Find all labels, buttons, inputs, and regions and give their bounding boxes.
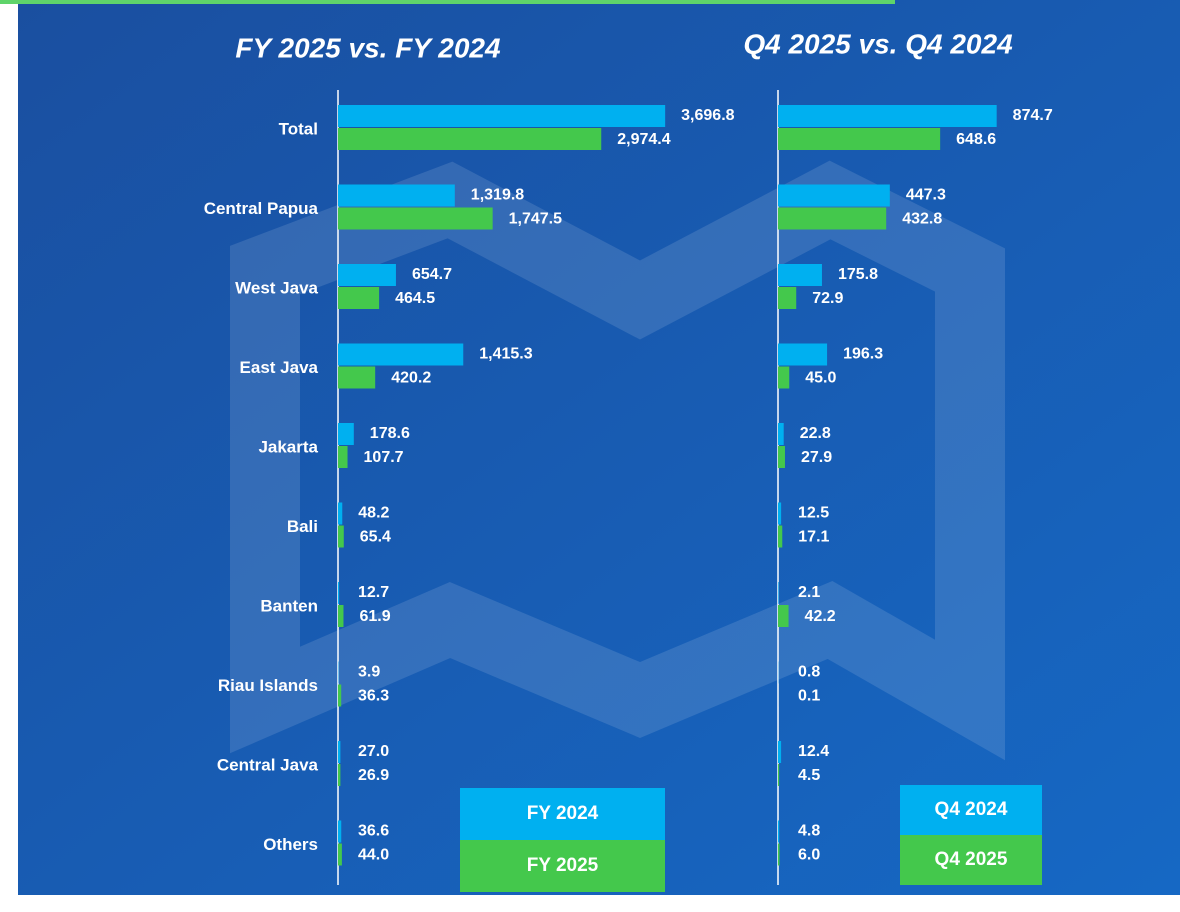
top-stripe: [0, 0, 895, 4]
value-label: 175.8: [838, 266, 878, 283]
value-label: 3,696.8: [681, 107, 734, 124]
chart-title: Q4 2025 vs. Q4 2024: [743, 28, 1013, 59]
bar: [778, 525, 783, 548]
value-label: 3.9: [358, 664, 380, 681]
value-label: 61.9: [359, 608, 390, 625]
bar: [338, 423, 354, 445]
value-label: 0.8: [798, 664, 820, 681]
bar: [338, 446, 348, 468]
bar: [778, 423, 784, 445]
bar: [778, 764, 780, 786]
value-label: 45.0: [805, 370, 836, 387]
chart-title: FY 2025 vs. FY 2024: [235, 32, 501, 63]
value-label: 0.1: [798, 688, 820, 705]
value-label: 17.1: [798, 529, 829, 546]
value-label: 420.2: [391, 370, 431, 387]
value-label: 36.3: [358, 688, 389, 705]
value-label: 432.8: [902, 211, 942, 228]
value-label: 1,415.3: [479, 346, 532, 363]
bar: [778, 843, 780, 866]
legend-swatch: [460, 840, 665, 892]
category-label: Jakarta: [258, 437, 318, 456]
value-label: 874.7: [1013, 107, 1053, 124]
value-label: 178.6: [370, 425, 410, 442]
bar: [778, 105, 997, 127]
legend-swatch: [460, 788, 665, 840]
bar: [338, 684, 342, 707]
bar: [778, 820, 780, 843]
value-label: 72.9: [812, 290, 843, 307]
value-label: 6.0: [798, 847, 820, 864]
bar: [778, 366, 790, 389]
bar: [778, 582, 779, 604]
bar: [778, 287, 797, 309]
legend-swatch: [900, 785, 1042, 835]
value-label: 12.7: [358, 584, 389, 601]
bar: [778, 264, 822, 286]
bar: [338, 128, 602, 150]
bar: [338, 343, 464, 366]
value-label: 464.5: [395, 290, 435, 307]
bar: [778, 128, 941, 150]
value-label: 1,747.5: [509, 211, 562, 228]
value-label: 4.8: [798, 823, 820, 840]
category-label: Riau Islands: [218, 676, 318, 695]
value-label: 4.5: [798, 767, 820, 784]
bar: [338, 525, 344, 548]
value-label: 22.8: [800, 425, 831, 442]
category-label: East Java: [240, 358, 319, 377]
bar: [338, 264, 396, 286]
value-label: 12.4: [798, 743, 829, 760]
value-label: 648.6: [956, 131, 996, 148]
category-label: Banten: [260, 596, 318, 615]
bar: [338, 366, 376, 389]
legend-label: Q4 2024: [935, 799, 1008, 820]
bar: [338, 207, 493, 230]
legend-label: Q4 2025: [935, 849, 1008, 870]
bar: [338, 605, 344, 627]
bar: [338, 843, 342, 866]
value-label: 447.3: [906, 187, 946, 204]
bar: [778, 343, 828, 366]
legend-label: FY 2024: [527, 803, 599, 824]
category-label: Total: [279, 119, 318, 138]
value-label: 65.4: [360, 529, 391, 546]
bar: [338, 105, 666, 127]
category-label: Central Papua: [204, 199, 319, 218]
bar: [338, 582, 340, 604]
category-label: Bali: [287, 517, 318, 536]
bar: [338, 287, 380, 309]
bar: [778, 446, 785, 468]
category-label: West Java: [235, 278, 318, 297]
value-label: 36.6: [358, 823, 389, 840]
legend-label: FY 2025: [527, 855, 599, 876]
value-label: 27.9: [801, 449, 832, 466]
value-label: 48.2: [358, 505, 389, 522]
value-label: 654.7: [412, 266, 452, 283]
bar: [778, 502, 782, 525]
value-label: 2,974.4: [617, 131, 670, 148]
bar: [338, 741, 341, 763]
value-label: 2.1: [798, 584, 820, 601]
bar: [338, 764, 341, 786]
category-label: Others: [263, 835, 318, 854]
value-label: 196.3: [843, 346, 883, 363]
bar: [778, 741, 782, 763]
category-label: Central Java: [217, 755, 319, 774]
legend-swatch: [900, 835, 1042, 885]
bar: [778, 184, 890, 207]
bar: [338, 502, 343, 525]
value-label: 26.9: [358, 767, 389, 784]
bar: [338, 820, 342, 843]
bar: [778, 605, 789, 627]
value-label: 42.2: [805, 608, 836, 625]
bar: [338, 184, 455, 207]
value-label: 1,319.8: [471, 187, 524, 204]
value-label: 44.0: [358, 847, 389, 864]
value-label: 107.7: [364, 449, 404, 466]
value-label: 12.5: [798, 505, 829, 522]
bar: [778, 207, 887, 230]
value-label: 27.0: [358, 743, 389, 760]
